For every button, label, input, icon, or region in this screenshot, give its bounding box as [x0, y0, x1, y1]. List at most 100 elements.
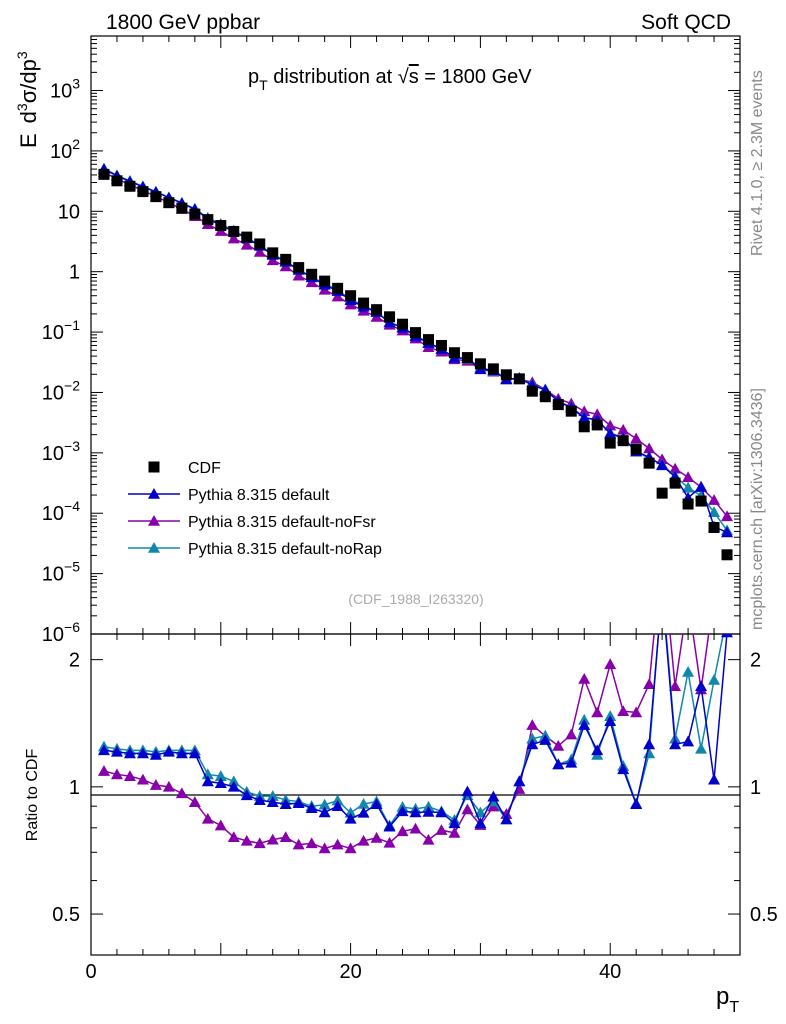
ratio-point-triangle — [656, 546, 668, 557]
data-point-square — [345, 290, 357, 302]
ratio-point-triangle — [396, 825, 409, 837]
ratio-point-triangle — [643, 678, 656, 689]
ratio-point-triangle — [357, 806, 370, 818]
y-tick-label-ratio-right: 1 — [750, 777, 761, 799]
data-point-triangle — [708, 494, 721, 505]
data-point-square — [435, 339, 447, 351]
data-point-square — [410, 327, 421, 339]
axis-ticks — [90, 35, 741, 956]
ratio-point-triangle — [253, 794, 266, 805]
data-point-triangle — [227, 232, 240, 244]
ratio-point-triangle — [487, 790, 500, 802]
data-point-square — [384, 311, 396, 323]
data-point-square — [189, 208, 201, 220]
data-point-square — [565, 405, 577, 417]
y-tick-label-main: 10−3 — [42, 438, 80, 465]
data-point-square — [552, 399, 564, 411]
data-point-triangle — [253, 245, 266, 257]
data-point-square — [267, 247, 279, 259]
data-point-triangle — [721, 526, 734, 538]
ratio-point-triangle — [526, 719, 539, 730]
main-series-group — [97, 162, 734, 561]
data-point-square — [202, 214, 214, 226]
ratio-point-triangle — [318, 806, 331, 818]
legend-label: Pythia 8.315 default-noRap — [188, 541, 382, 558]
legend-marker-triangle — [148, 542, 160, 553]
data-point-square — [150, 191, 162, 203]
ratio-point-triangle — [708, 589, 720, 600]
ratio-point-triangle — [227, 831, 240, 843]
legend-label: CDF — [188, 460, 221, 477]
ratio-point-triangle — [318, 798, 331, 810]
ratio-point-triangle — [435, 824, 448, 835]
ratio-point-triangle — [201, 775, 214, 787]
data-point-square — [604, 437, 616, 449]
data-point-triangle — [578, 405, 591, 417]
ratio-point-triangle — [682, 593, 694, 604]
ratio-point-triangle — [617, 705, 630, 717]
data-point-square — [319, 275, 331, 287]
ratio-point-triangle — [578, 719, 591, 730]
data-point-square — [526, 385, 538, 397]
ratio-point-triangle — [721, 634, 734, 638]
ratio-point-triangle — [591, 706, 604, 718]
data-point-square — [306, 268, 318, 280]
mcplots-source-label: mcplots.cern.ch [arXiv:1306.3436] — [749, 388, 766, 630]
ratio-point-triangle — [552, 739, 565, 751]
data-point-square — [254, 238, 266, 250]
y-tick-label-ratio-right: 2 — [750, 650, 761, 672]
ratio-point-triangle — [604, 715, 617, 727]
data-point-square — [358, 297, 370, 309]
data-point-square — [241, 231, 253, 243]
data-point-square — [422, 334, 434, 346]
ratio-point-triangle — [721, 610, 733, 621]
data-point-square — [656, 487, 668, 499]
ratio-point-triangle — [708, 674, 721, 685]
ratio-point-triangle — [305, 802, 318, 814]
ratio-point-triangle — [292, 838, 305, 850]
ratio-point-triangle — [526, 732, 539, 744]
y-tick-label-main: 10−5 — [42, 559, 80, 586]
data-point-square — [293, 262, 305, 274]
ratio-point-triangle — [149, 748, 162, 760]
data-point-square — [163, 197, 175, 209]
ratio-point-triangle — [331, 794, 344, 806]
ratio-point-triangle — [604, 658, 617, 670]
ratio-point-triangle — [448, 817, 461, 829]
ratio-point-triangle — [279, 831, 292, 843]
ratio-point-triangle — [669, 738, 682, 750]
data-point-square — [721, 549, 733, 561]
ratio-point-triangle — [266, 796, 279, 807]
ratio-point-triangle — [513, 775, 526, 787]
ratio-point-triangle — [227, 780, 240, 792]
data-point-square — [487, 363, 499, 375]
data-point-square — [448, 347, 460, 359]
data-point-square — [682, 498, 694, 510]
ratio-point-triangle — [318, 842, 331, 854]
y-tick-label-main: 10−1 — [42, 317, 80, 344]
chart-title: pT distribution at √s = 1800 GeV — [248, 66, 532, 93]
legend-label: Pythia 8.315 default — [188, 487, 330, 504]
data-point-square — [111, 175, 123, 187]
ratio-point-triangle — [110, 768, 123, 780]
ratio-point-triangle — [370, 798, 383, 809]
y-tick-label-main: 1 — [69, 262, 80, 284]
y-tick-label-main: 10−6 — [42, 619, 80, 646]
ratio-point-triangle — [409, 806, 422, 818]
ratio-point-triangle — [422, 805, 435, 817]
data-point-square — [474, 358, 486, 370]
ratio-point-triangle — [227, 775, 240, 787]
data-point-square — [643, 457, 655, 469]
ratio-point-triangle — [565, 728, 578, 740]
ratio-point-triangle — [110, 745, 123, 757]
data-point-square — [539, 391, 551, 403]
legend: CDF Pythia 8.315 default Pythia 8.315 defa… — [128, 460, 382, 558]
data-point-square — [215, 220, 227, 232]
ratio-point-triangle — [526, 738, 539, 750]
data-point-triangle — [240, 238, 253, 250]
ratio-point-triangle — [344, 842, 357, 854]
data-point-square — [513, 373, 525, 385]
ratio-point-triangle — [357, 834, 370, 846]
